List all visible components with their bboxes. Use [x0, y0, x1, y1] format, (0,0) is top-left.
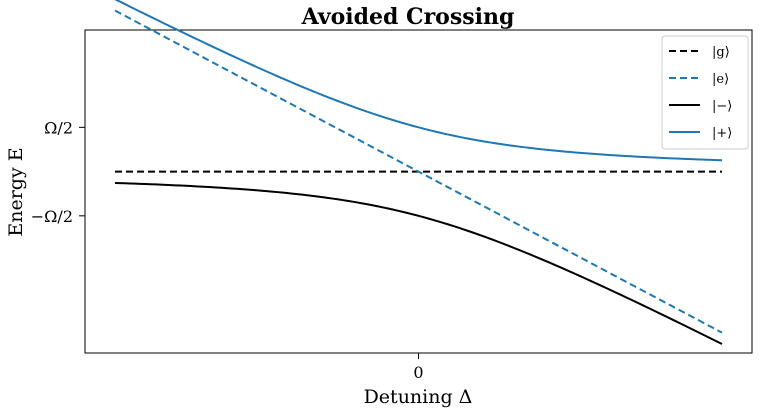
- legend-box: [661, 35, 749, 150]
- legend-label-1: |e⟩: [712, 72, 729, 87]
- y-tick-label-1: −Ω/2: [31, 207, 73, 226]
- y-axis-label: Energy E: [5, 147, 27, 236]
- series-layer: [114, 0, 723, 345]
- chart-title: Avoided Crossing: [301, 4, 515, 30]
- y-tick-label-0: Ω/2: [44, 118, 73, 137]
- x-axis-label: Detuning Δ: [364, 386, 473, 408]
- legend-label-3: |+⟩: [712, 126, 732, 141]
- ticks-layer: 0 Ω/2 −Ω/2: [31, 118, 424, 382]
- series-line-1: [114, 9, 723, 334]
- legend: |g⟩ |e⟩ |−⟩ |+⟩: [661, 35, 749, 150]
- legend-label-2: |−⟩: [712, 99, 732, 114]
- legend-label-0: |g⟩: [712, 45, 730, 60]
- x-tick-label-0: 0: [413, 363, 423, 382]
- series-line-2: [114, 181, 723, 345]
- series-line-3: [114, 0, 723, 162]
